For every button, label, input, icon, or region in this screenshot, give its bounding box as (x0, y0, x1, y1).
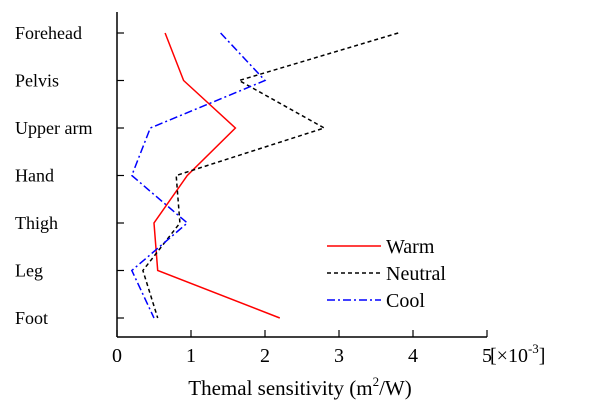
category-label: Leg (15, 261, 43, 281)
x-axis-scale-label: [×10-3] (490, 341, 545, 367)
series-line-warm (153, 32, 281, 319)
category-label: Thigh (15, 213, 58, 233)
x-axis-title: Themal sensitivity (m2/W) (188, 374, 411, 400)
legend-label: Warm (386, 236, 435, 258)
category-label: Foot (15, 308, 48, 328)
legend: Warm Neutral Cool (327, 236, 446, 312)
series-lines (130, 32, 399, 319)
category-label: Forehead (15, 23, 82, 43)
axes (116, 12, 488, 338)
category-labels: Forehead Pelvis Upper arm Hand Thigh Leg Foot (15, 23, 92, 328)
category-label: Upper arm (15, 118, 92, 138)
category-label: Pelvis (15, 71, 59, 91)
legend-label: Neutral (386, 263, 446, 285)
legend-label: Cool (386, 290, 425, 312)
x-tick-label: 0 (112, 345, 122, 367)
series-line-cool (130, 32, 267, 319)
category-label: Hand (15, 166, 54, 186)
x-tick-label: 2 (260, 345, 270, 367)
x-tick-label: 1 (186, 345, 196, 367)
x-tick-labels: 0 1 2 3 4 5 (112, 345, 492, 367)
x-tick-label: 3 (334, 345, 344, 367)
x-tick-label: 4 (408, 345, 418, 367)
x-tick-label: 5 (482, 345, 492, 367)
series-line-neutral (142, 32, 399, 319)
